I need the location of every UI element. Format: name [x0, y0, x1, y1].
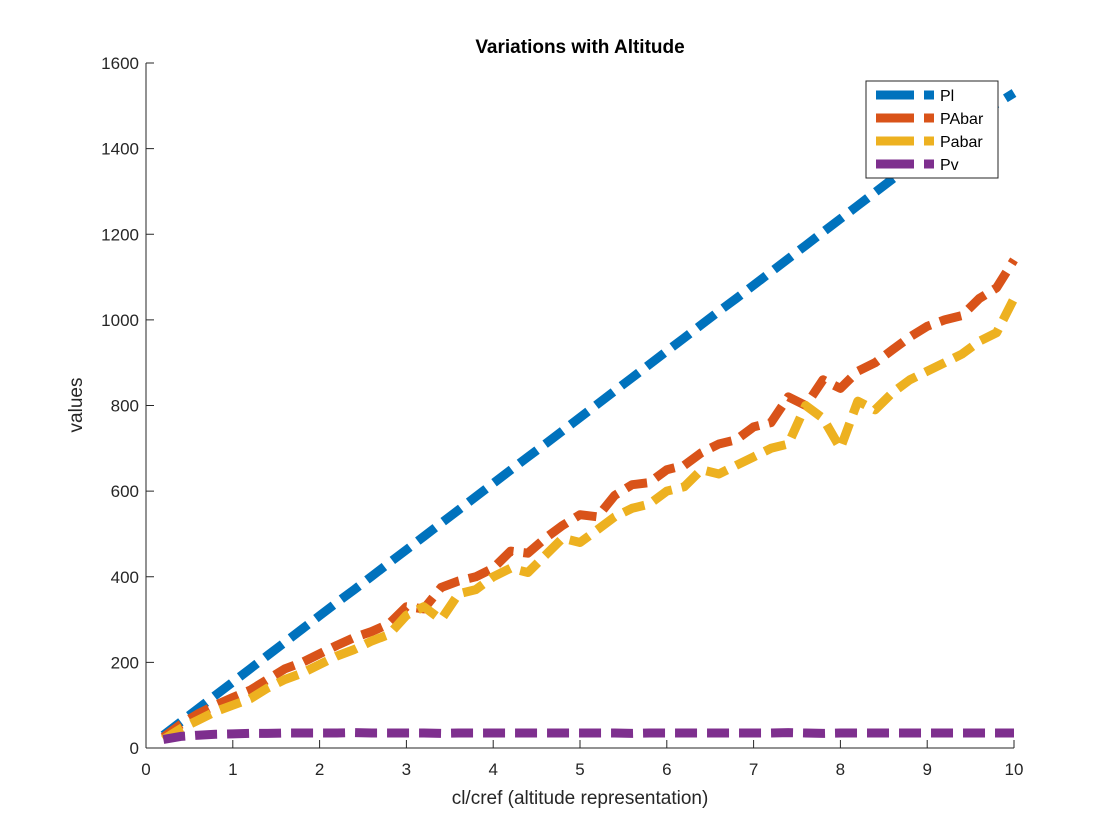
- x-tick-label: 2: [315, 760, 324, 779]
- legend-label-pl: Pl: [940, 88, 954, 105]
- y-tick-label: 1200: [101, 225, 139, 244]
- x-tick-label: 1: [228, 760, 237, 779]
- y-tick-label: 600: [111, 482, 139, 501]
- y-tick-label: 1600: [101, 54, 139, 73]
- x-tick-label: 5: [575, 760, 584, 779]
- legend-label-pabar: Pabar: [940, 134, 983, 151]
- y-tick-label: 400: [111, 568, 139, 587]
- x-tick-label: 8: [836, 760, 845, 779]
- x-tick-label: 0: [141, 760, 150, 779]
- x-tick-label: 9: [922, 760, 931, 779]
- x-tick-label: 4: [488, 760, 497, 779]
- y-tick-label: 0: [130, 739, 139, 758]
- x-tick-label: 7: [749, 760, 758, 779]
- y-axis-title: values: [66, 378, 87, 433]
- legend: Pl PAbar Pabar Pv: [866, 81, 998, 178]
- y-tick-label: 1400: [101, 140, 139, 159]
- legend-label-pabar: PAbar: [940, 111, 984, 128]
- legend-label-pv: Pv: [940, 157, 959, 174]
- x-tick-label: 3: [402, 760, 411, 779]
- x-axis-title: cl/cref (altitude representation): [452, 788, 709, 809]
- y-tick-label: 800: [111, 397, 139, 416]
- chart-title: Variations with Altitude: [475, 37, 684, 58]
- x-tick-label: 6: [662, 760, 671, 779]
- y-tick-label: 1000: [101, 311, 139, 330]
- x-tick-label: 10: [1005, 760, 1024, 779]
- y-tick-label: 200: [111, 653, 139, 672]
